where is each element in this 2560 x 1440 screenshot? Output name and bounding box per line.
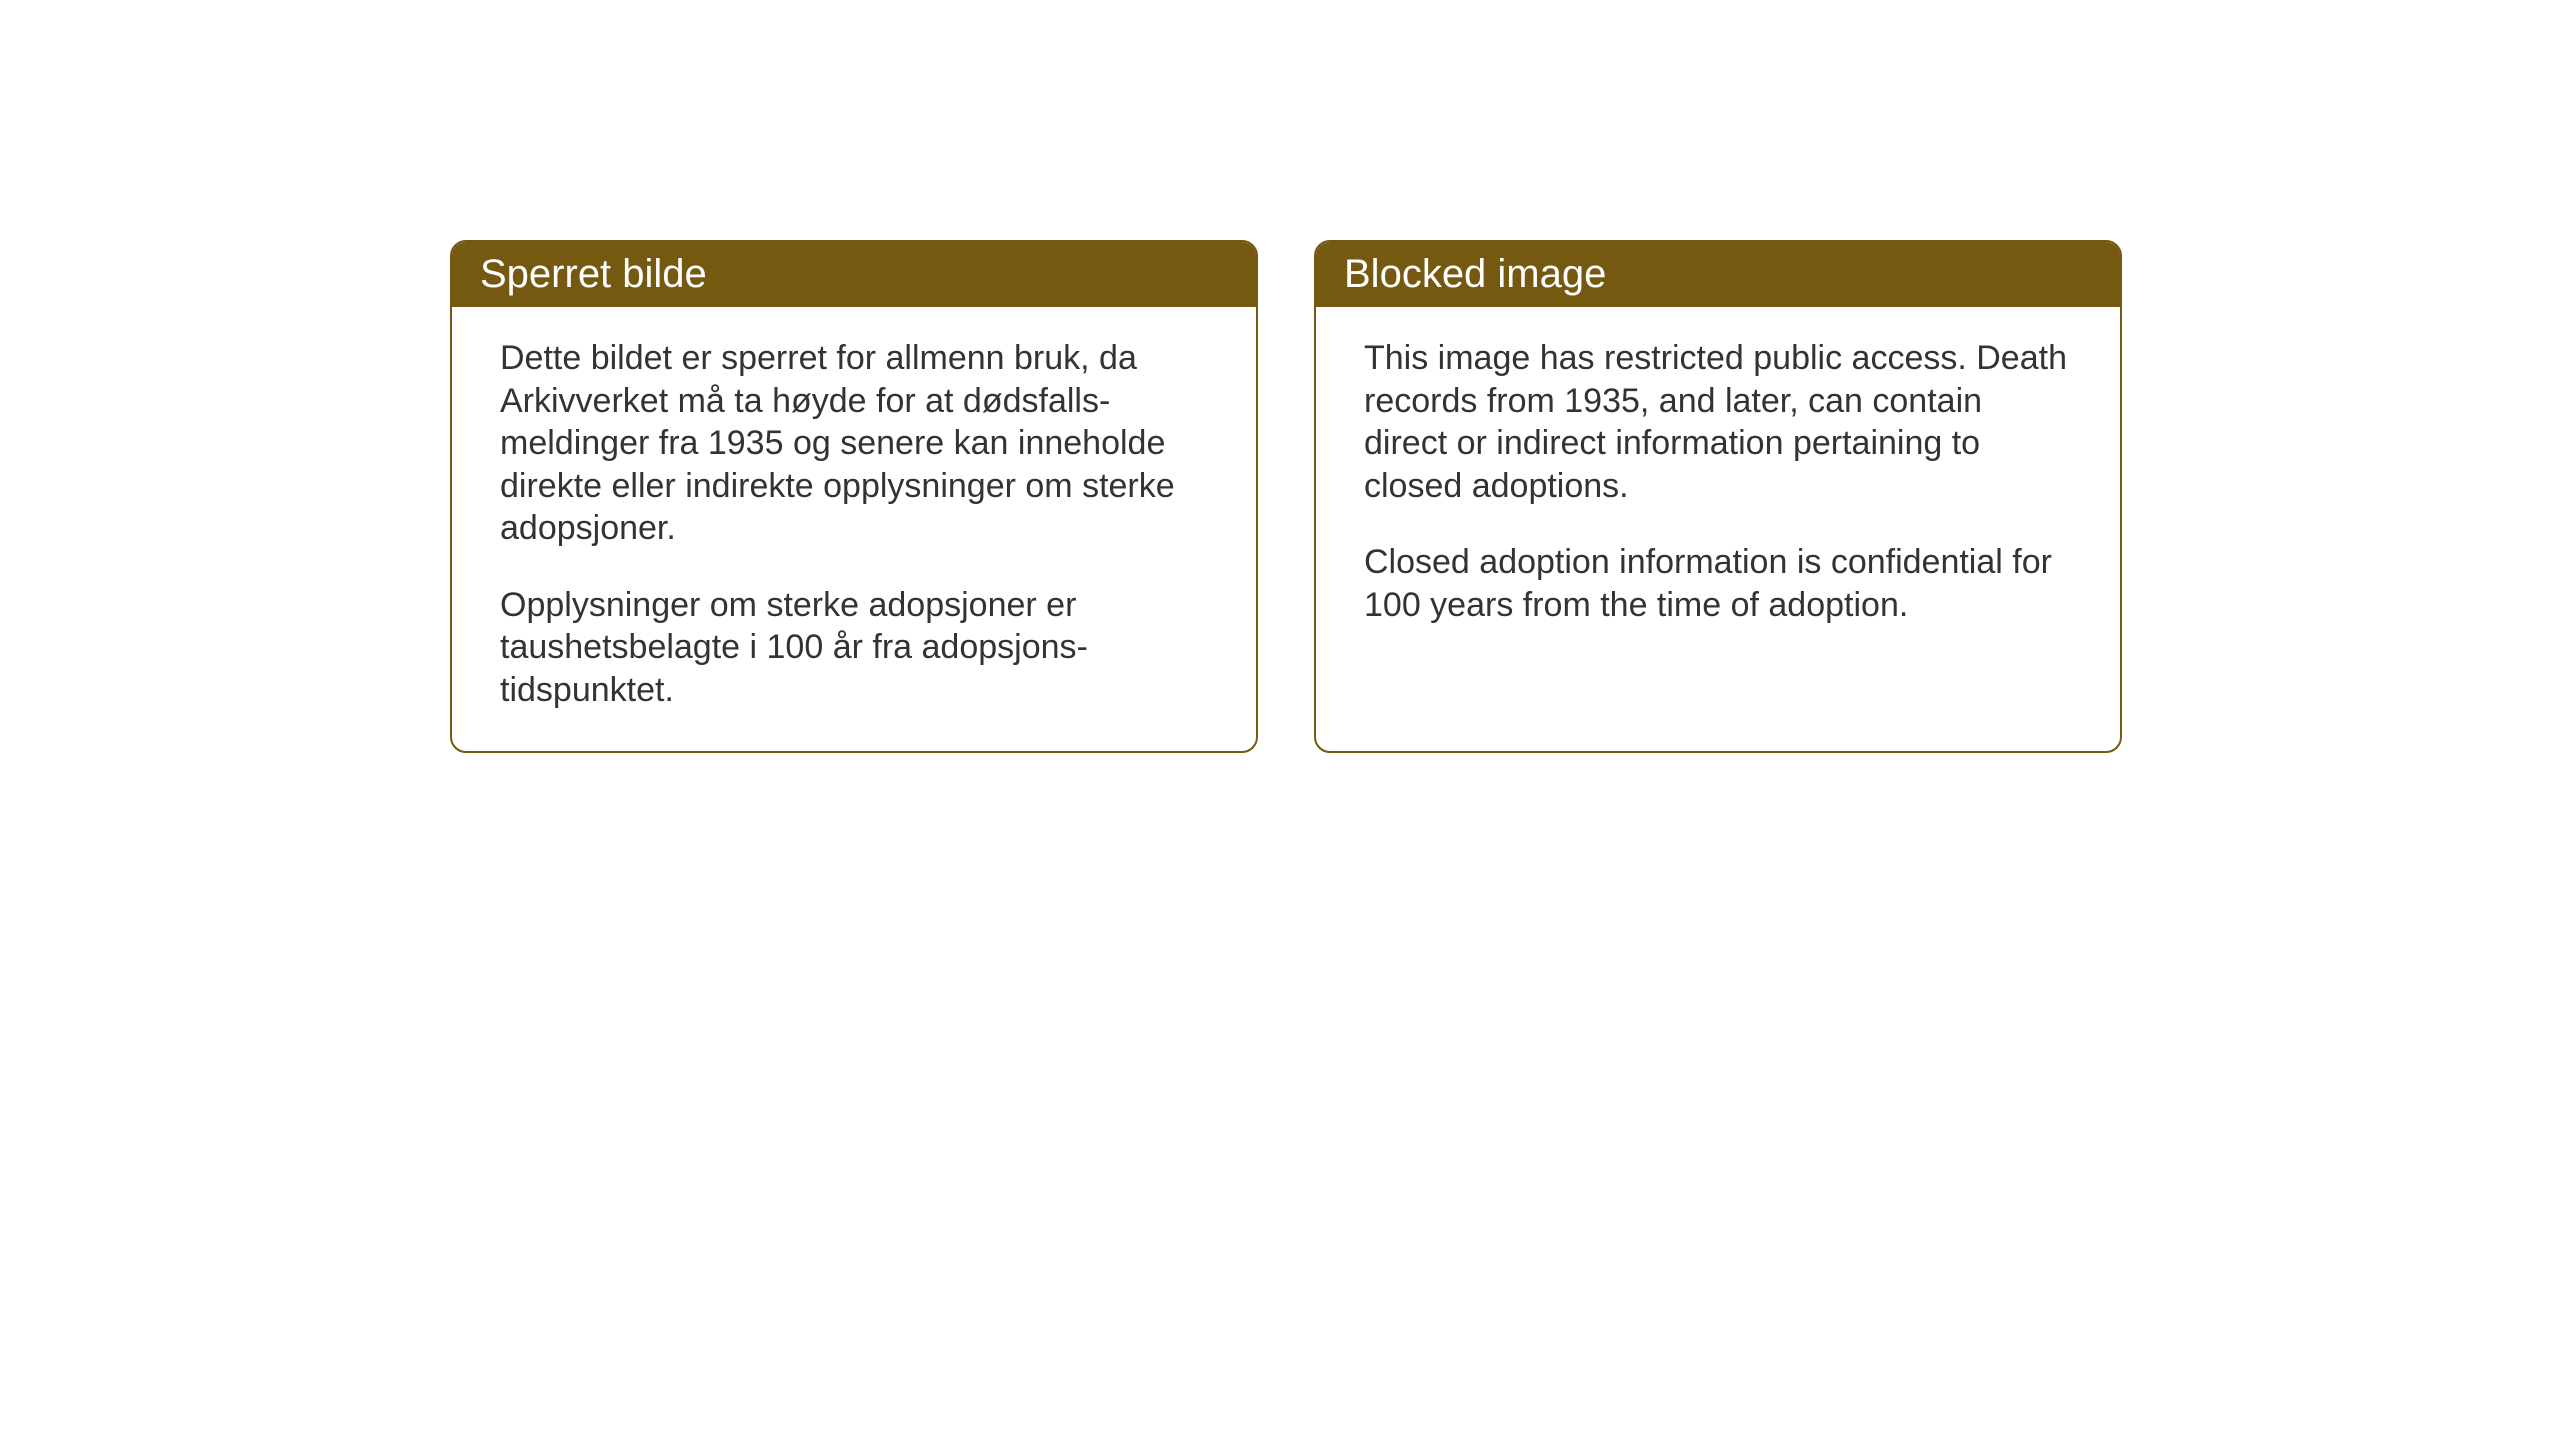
- card-header-english: Blocked image: [1316, 242, 2120, 307]
- notice-paragraph: This image has restricted public access.…: [1364, 337, 2072, 507]
- notice-card-norwegian: Sperret bilde Dette bildet er sperret fo…: [450, 240, 1258, 753]
- notice-paragraph: Opplysninger om sterke adopsjoner er tau…: [500, 584, 1208, 712]
- card-header-norwegian: Sperret bilde: [452, 242, 1256, 307]
- notice-paragraph: Dette bildet er sperret for allmenn bruk…: [500, 337, 1208, 550]
- notice-card-english: Blocked image This image has restricted …: [1314, 240, 2122, 753]
- notice-paragraph: Closed adoption information is confident…: [1364, 541, 2072, 626]
- card-body-english: This image has restricted public access.…: [1316, 307, 2120, 716]
- card-body-norwegian: Dette bildet er sperret for allmenn bruk…: [452, 307, 1256, 751]
- notice-container: Sperret bilde Dette bildet er sperret fo…: [450, 240, 2122, 753]
